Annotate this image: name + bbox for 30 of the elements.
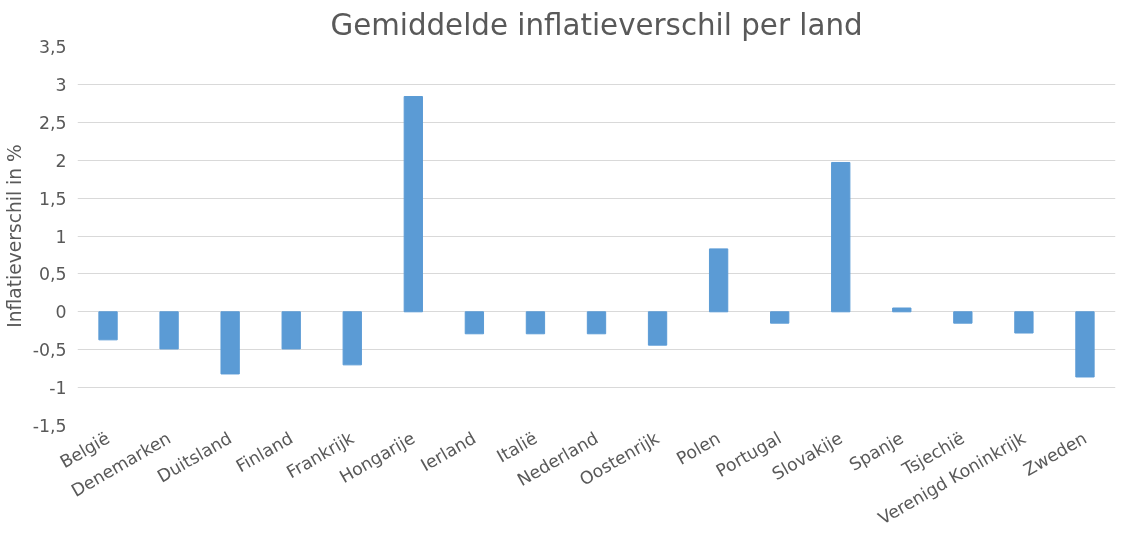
bar [892, 307, 912, 313]
y-tick-label: -0,5 [32, 340, 67, 361]
bar [220, 311, 240, 375]
bar [342, 311, 362, 366]
bar [159, 311, 179, 350]
y-tick-label: 0 [55, 302, 67, 323]
y-tick-label: 2,5 [38, 112, 67, 133]
bar [525, 311, 546, 335]
y-tick-label: 3 [55, 74, 67, 95]
bar [831, 161, 851, 313]
bar [708, 248, 729, 313]
y-tick-label: 1 [55, 226, 67, 247]
y-tick-label: 0,5 [38, 264, 67, 285]
y-tick-label: 1,5 [38, 188, 67, 209]
bar [770, 311, 790, 324]
y-tick-label: 3,5 [38, 37, 67, 57]
bar [1075, 311, 1095, 378]
bar [1014, 311, 1034, 334]
bar [586, 311, 607, 335]
bar [98, 311, 118, 341]
y-tick-label: 2 [55, 150, 67, 171]
bar [403, 96, 423, 313]
y-axis-title: Inflatieverschil in % [3, 144, 25, 328]
y-tick-label: -1 [49, 378, 67, 399]
y-tick-label: -1,5 [32, 416, 67, 436]
bar [647, 311, 668, 346]
bar [464, 311, 485, 335]
bar [953, 311, 973, 324]
bar [281, 311, 301, 350]
chart-title: Gemiddelde inflatieverschil per land [330, 7, 863, 42]
